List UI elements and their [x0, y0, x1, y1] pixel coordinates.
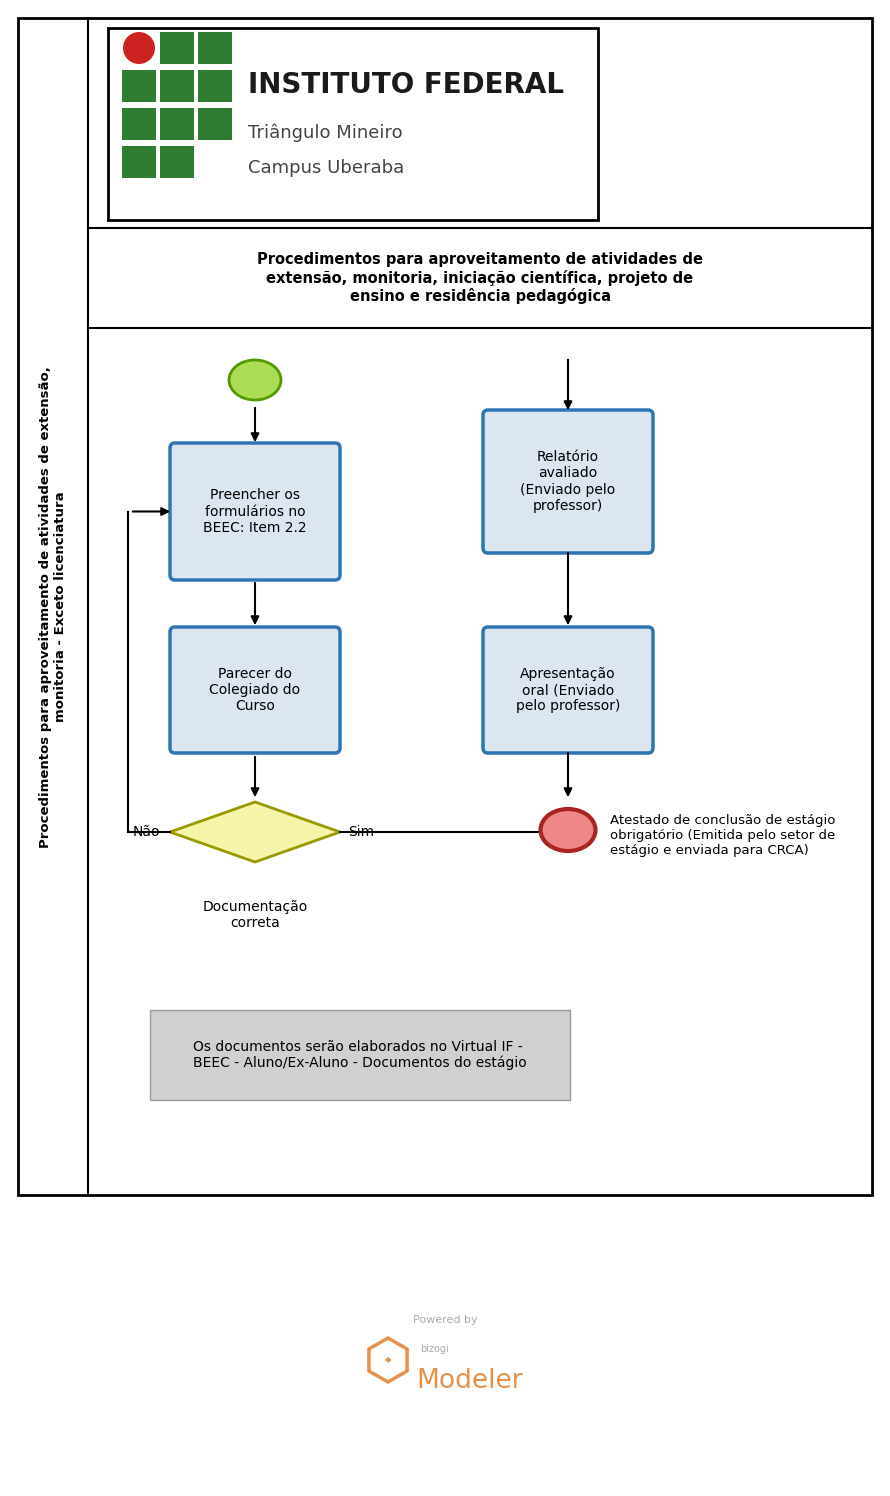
FancyBboxPatch shape	[483, 627, 653, 752]
Text: ◆: ◆	[384, 1355, 392, 1364]
FancyBboxPatch shape	[483, 410, 653, 554]
Text: Powered by: Powered by	[413, 1315, 477, 1325]
FancyBboxPatch shape	[150, 1010, 570, 1100]
Text: Modeler: Modeler	[416, 1367, 522, 1394]
Bar	[108, 28, 598, 220]
Text: Relatório
avaliado
(Enviado pelo
professor): Relatório avaliado (Enviado pelo profess…	[521, 450, 616, 513]
Bar	[160, 108, 194, 141]
Bar	[122, 108, 156, 141]
Bar	[122, 70, 156, 102]
Bar	[198, 70, 232, 102]
Bar	[18, 18, 872, 1195]
Text: Sim: Sim	[348, 824, 374, 839]
Bar	[198, 31, 232, 64]
Text: Apresentação
oral (Enviado
pelo professor): Apresentação oral (Enviado pelo professo…	[516, 667, 620, 714]
Text: Procedimentos para aproveitamento de atividades de extensão,
monitoria - Exceto : Procedimentos para aproveitamento de ati…	[39, 367, 67, 848]
Text: Preencher os
formulários no
BEEC: Item 2.2: Preencher os formulários no BEEC: Item 2…	[203, 488, 307, 534]
FancyBboxPatch shape	[170, 443, 340, 580]
Text: Atestado de conclusão de estágio
obrigatório (Emitida pelo setor de
estágio e en: Atestado de conclusão de estágio obrigat…	[610, 814, 836, 857]
Bar	[160, 147, 194, 178]
Bar	[160, 70, 194, 102]
Text: Procedimentos para aproveitamento de atividades de
extensão, monitoria, iniciaçã: Procedimentos para aproveitamento de ati…	[257, 251, 703, 304]
Text: Parecer do
Colegiado do
Curso: Parecer do Colegiado do Curso	[209, 667, 301, 714]
Text: Documentação
correta: Documentação correta	[202, 901, 308, 931]
Bar	[198, 108, 232, 141]
Circle shape	[123, 31, 155, 64]
Ellipse shape	[540, 809, 595, 851]
Text: INSTITUTO FEDERAL: INSTITUTO FEDERAL	[248, 70, 564, 99]
Ellipse shape	[229, 361, 281, 399]
FancyBboxPatch shape	[170, 627, 340, 752]
Bar	[160, 31, 194, 64]
Text: Não: Não	[133, 824, 160, 839]
Text: Triângulo Mineiro: Triângulo Mineiro	[248, 124, 402, 142]
Text: Os documentos serão elaborados no Virtual IF -
BEEC - Aluno/Ex-Aluno - Documento: Os documentos serão elaborados no Virtua…	[193, 1040, 527, 1071]
Text: Campus Uberaba: Campus Uberaba	[248, 159, 404, 177]
Polygon shape	[170, 802, 340, 862]
Text: bizogi: bizogi	[420, 1343, 449, 1354]
Bar	[122, 147, 156, 178]
